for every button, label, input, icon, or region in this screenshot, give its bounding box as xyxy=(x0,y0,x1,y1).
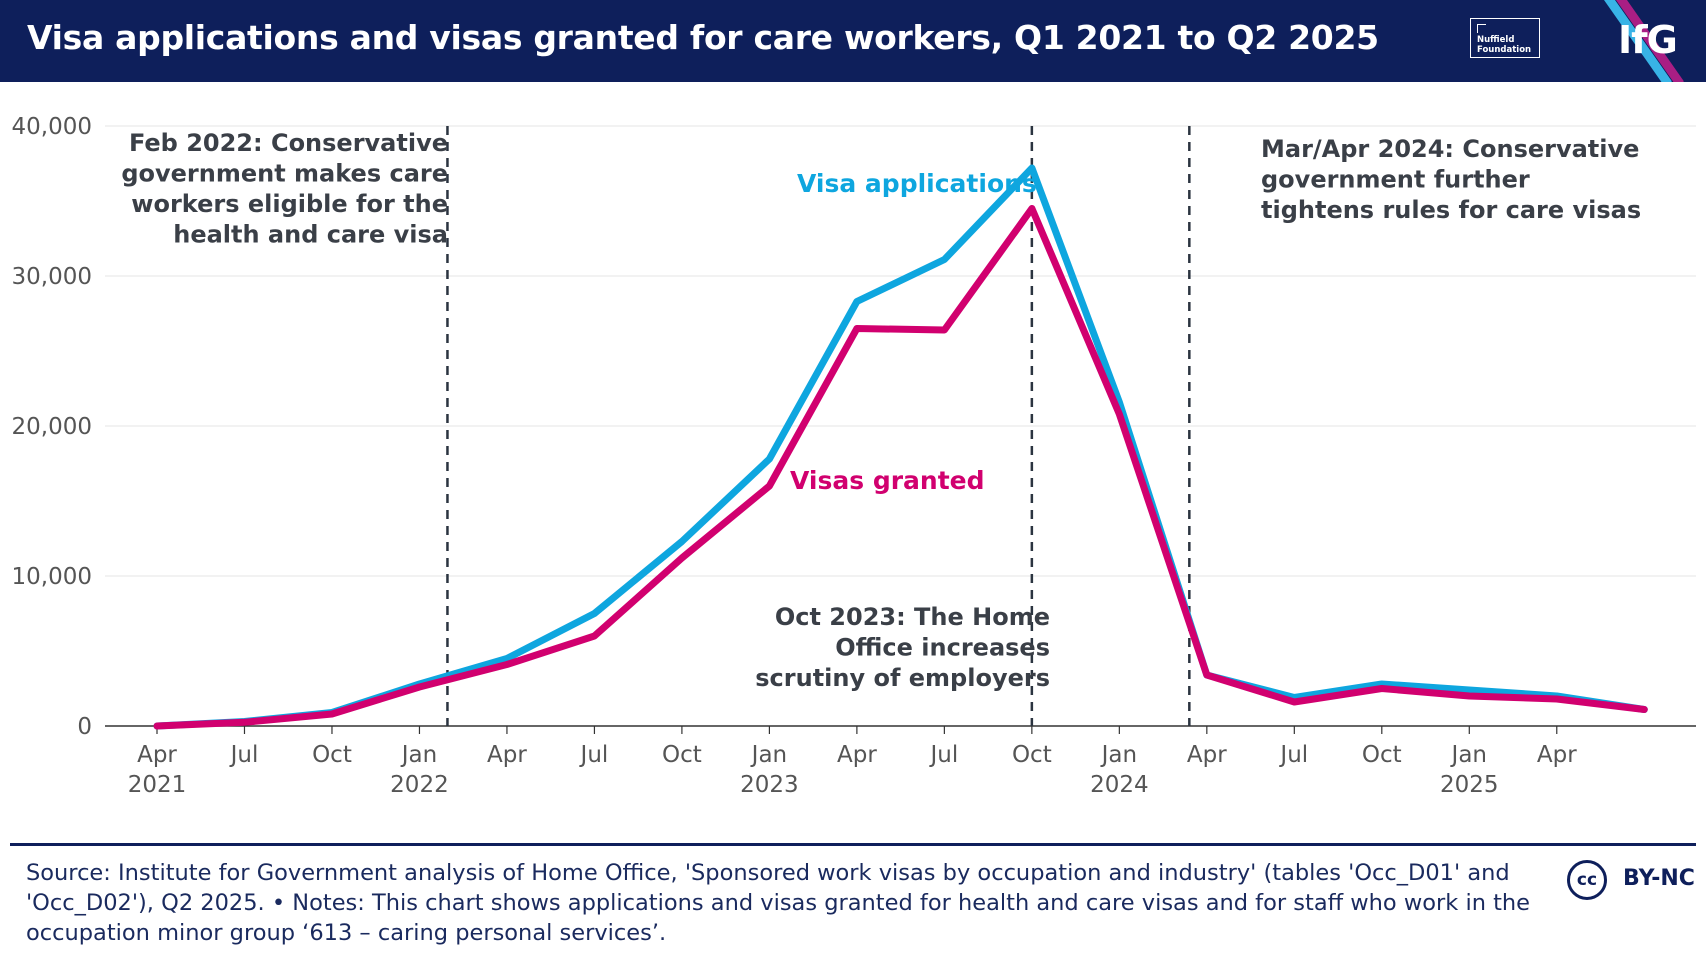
annotation-oct-2023: scrutiny of employers xyxy=(755,664,1050,692)
x-year-label: 2025 xyxy=(1440,772,1499,798)
x-year-label: 2021 xyxy=(128,772,187,798)
y-tick-label: 20,000 xyxy=(12,414,92,440)
x-tick-label: Jul xyxy=(229,742,259,768)
applications-series-label: Visa applications xyxy=(797,169,1037,198)
ifg-logo: IfG xyxy=(1618,18,1678,62)
x-tick-label: Apr xyxy=(487,742,527,768)
x-tick-label: Apr xyxy=(1187,742,1227,768)
x-tick-label: Jan xyxy=(400,742,437,768)
granted-series-label: Visas granted xyxy=(790,466,985,495)
x-tick-label: Jan xyxy=(1450,742,1487,768)
x-tick-label: Oct xyxy=(1012,742,1052,768)
x-tick-label: Apr xyxy=(837,742,877,768)
line-chart: 0 10,000 20,000 30,000 40,000 Apr 2021 Jul Oct Ja… xyxy=(12,114,1696,798)
annotation-feb-2022: health and care visa xyxy=(173,221,448,249)
x-tick-label: Apr xyxy=(137,742,177,768)
y-tick-label: 0 xyxy=(77,714,92,740)
y-tick-label: 40,000 xyxy=(12,114,92,140)
x-year-label: 2023 xyxy=(740,772,799,798)
source-note: Source: Institute for Government analysi… xyxy=(26,860,1531,946)
x-tick-label: Oct xyxy=(312,742,352,768)
nuffield-corner-icon xyxy=(1477,24,1486,33)
annotation-oct-2023: Oct 2023: The Home xyxy=(775,603,1050,631)
granted-line xyxy=(153,205,1648,730)
x-tick-label: Jul xyxy=(928,742,958,768)
x-tick-label: Oct xyxy=(1362,742,1402,768)
annotation-mar-2024: Mar/Apr 2024: Conservative xyxy=(1261,135,1639,163)
annotation-feb-2022: government makes care xyxy=(121,160,448,188)
annotation-feb-2022: Feb 2022: Conservative xyxy=(129,129,448,157)
x-year-label: 2024 xyxy=(1090,772,1149,798)
header-bar: Visa applications and visas granted for … xyxy=(0,0,1706,82)
y-tick-label: 10,000 xyxy=(12,564,92,590)
x-tick-label: Jul xyxy=(579,742,609,768)
annotation-mar-2024: government further xyxy=(1261,166,1530,194)
x-tick-label: Oct xyxy=(662,742,702,768)
x-tick-label: Apr xyxy=(1537,742,1577,768)
footer-rule xyxy=(10,843,1696,846)
x-tick-label: Jan xyxy=(1100,742,1137,768)
chart-title: Visa applications and visas granted for … xyxy=(27,18,1379,57)
creative-commons-icon: cc xyxy=(1567,860,1607,900)
nuffield-line2: Foundation xyxy=(1477,45,1532,55)
y-tick-label: 30,000 xyxy=(12,264,92,290)
x-tick-label: Jul xyxy=(1278,742,1308,768)
nuffield-foundation-logo: Nuffield Foundation xyxy=(1470,18,1540,58)
nuffield-line1: Nuffield xyxy=(1477,35,1515,45)
x-tick-label: Jan xyxy=(750,742,787,768)
x-year-label: 2022 xyxy=(390,772,449,798)
license-label: BY-NC xyxy=(1623,866,1695,891)
annotation-mar-2024: tightens rules for care visas xyxy=(1261,196,1641,224)
annotation-oct-2023: Office increases xyxy=(835,634,1050,662)
annotation-feb-2022: workers eligible for the xyxy=(131,190,448,218)
